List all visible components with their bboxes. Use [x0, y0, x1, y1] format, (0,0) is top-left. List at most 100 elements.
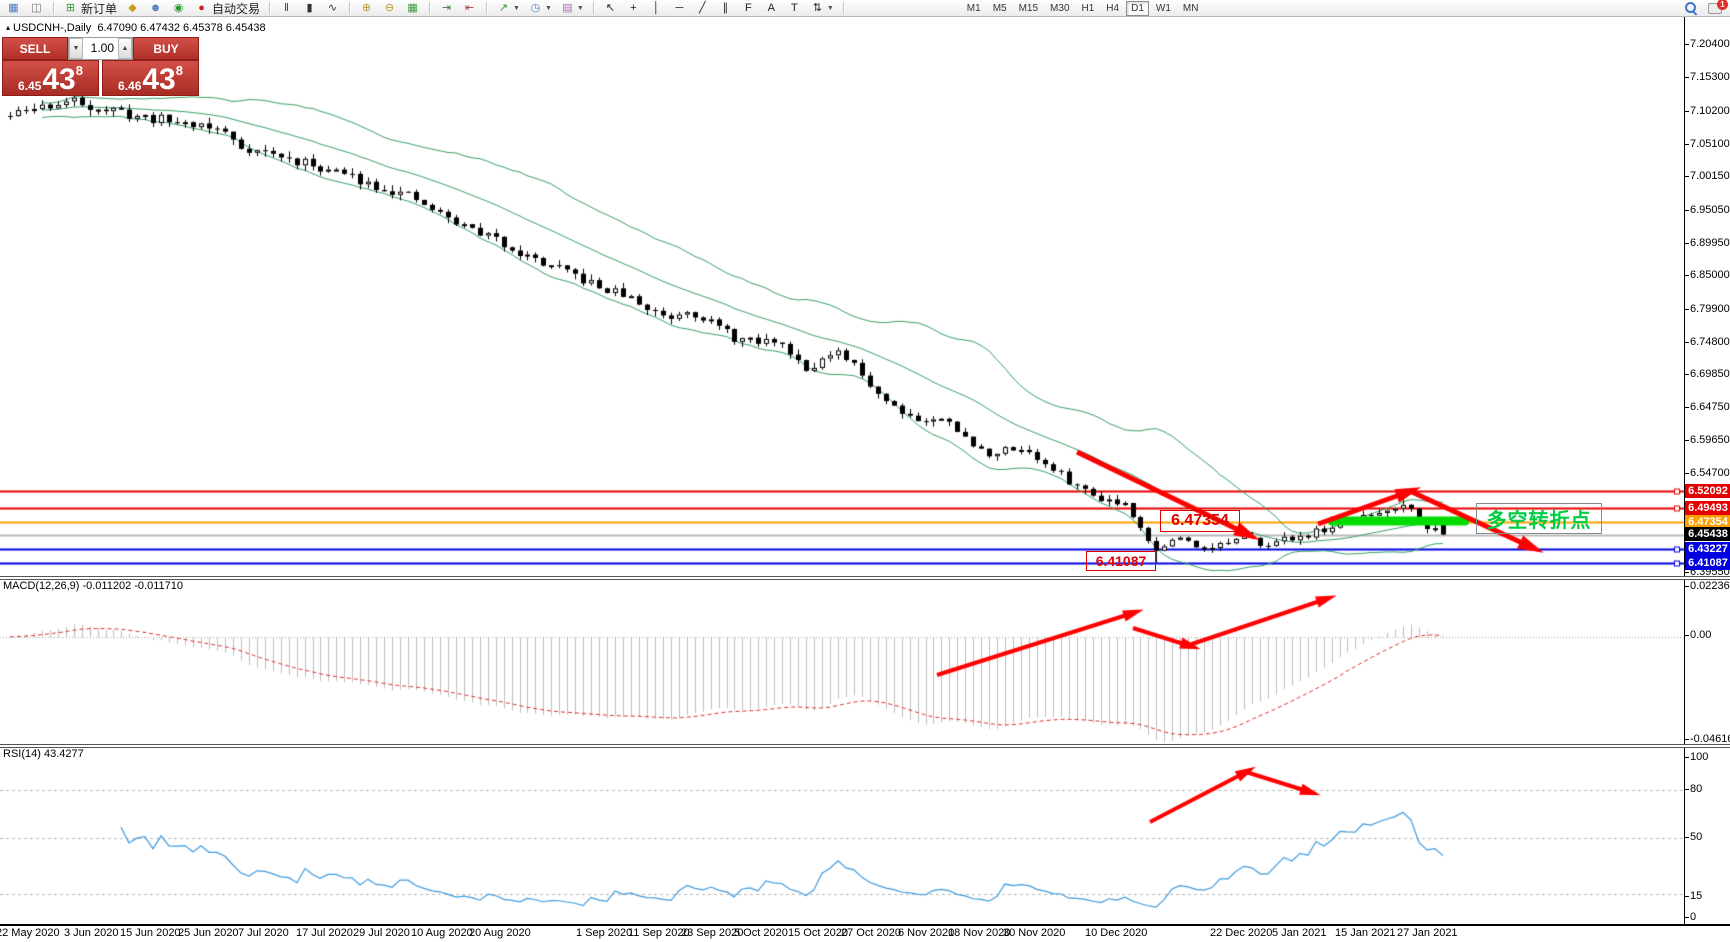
timeframe-button-m1[interactable]: M1	[966, 2, 981, 14]
rsi-axis-tick: 80	[1684, 783, 1703, 795]
price-annotation-box-47354[interactable]: 6.47354	[1160, 510, 1240, 532]
fibonacci-button[interactable]: F	[737, 1, 760, 16]
chart-shift-button[interactable]: ⇤	[458, 1, 481, 16]
text-button[interactable]: A	[760, 1, 783, 16]
symbol-header: ▴ USDCNH-,Daily 6.47090 6.47432 6.45378 6…	[6, 22, 266, 34]
volume-up-button[interactable]: ▲	[118, 38, 132, 59]
volume-down-button[interactable]: ▼	[69, 38, 83, 59]
bar-chart-button[interactable]: ‖	[275, 1, 298, 16]
vertical-line-button[interactable]: │	[645, 1, 668, 16]
price-tick: 6.89950	[1685, 237, 1730, 249]
date-axis-label: 29 Jul 2020	[353, 927, 410, 939]
price-line-tag[interactable]: 6.47354	[1685, 515, 1730, 529]
toolbar-separator	[53, 2, 54, 14]
line-chart-button[interactable]: ∿	[321, 1, 344, 16]
timeframe-button-d1[interactable]: D1	[1126, 0, 1149, 16]
timeframe-group: M1 M5 M15 M30 H1 H4 D1 W1 MN	[959, 0, 1207, 17]
brush-icon: ◆	[128, 1, 137, 14]
price-tick: 6.85000	[1685, 269, 1730, 281]
auto-scroll-button[interactable]: ⇥	[435, 1, 458, 16]
new-chart-button[interactable]: ▦	[2, 1, 25, 16]
sell-price-display[interactable]: 6.45 43 8	[2, 60, 99, 96]
turning-point-annotation[interactable]: 多空转折点	[1476, 503, 1602, 534]
bar-chart-icon: ‖	[284, 1, 289, 14]
templates-button[interactable]: ▤ ▼	[556, 1, 588, 16]
date-axis-label: 3 Jun 2020	[64, 927, 119, 939]
price-tick: 6.69850	[1685, 368, 1730, 380]
zoom-out-button[interactable]: ⊖	[378, 1, 401, 16]
candlestick-chart-button[interactable]: ▮	[298, 1, 321, 16]
indicators-button[interactable]: ↗ ▼	[492, 1, 524, 16]
timeframe-button-w1[interactable]: W1	[1155, 2, 1171, 14]
timeframe-button-mn[interactable]: MN	[1182, 2, 1199, 14]
cursor-button[interactable]: ↖	[599, 1, 622, 16]
crosshair-button[interactable]: +	[622, 1, 645, 16]
buy-price-big: 43	[142, 63, 176, 96]
date-axis-label: 5 Oct 2020	[734, 927, 788, 939]
price-line-tag[interactable]: 6.52092	[1685, 484, 1730, 498]
timeframe-button-m5[interactable]: M5	[992, 2, 1007, 14]
price-scale[interactable]: 7.20400 7.15300 7.10200 7.05100 7.00150 6.950…	[1684, 17, 1730, 925]
zoom-in-button[interactable]: ⊕	[355, 1, 378, 16]
buy-button[interactable]: BUY	[133, 37, 199, 60]
timeframe-button-m15[interactable]: M15	[1018, 2, 1039, 14]
macd-pane-separator[interactable]	[0, 576, 1730, 580]
date-axis[interactable]: 22 May 2020 3 Jun 2020 15 Jun 2020 25 Jun 2…	[0, 927, 1730, 942]
rsi-indicator-label: RSI(14) 43.4277	[3, 748, 84, 760]
price-tick: 7.20400	[1685, 38, 1730, 50]
rsi-pane-separator[interactable]	[0, 744, 1730, 748]
date-axis-label: 5 Jan 2021	[1272, 927, 1327, 939]
text-label-button[interactable]: T	[783, 1, 806, 16]
date-axis-label: 30 Nov 2020	[1003, 927, 1066, 939]
templates-icon: ▤	[562, 1, 573, 14]
arrows-icon: ⇅	[812, 1, 822, 14]
new-order-icon: ⊞	[65, 1, 76, 14]
price-line-tag[interactable]: 6.49493	[1685, 501, 1730, 515]
new-order-button[interactable]: ⊞ 新订单	[59, 1, 121, 16]
arrows-button[interactable]: ⇅ ▼	[806, 1, 838, 16]
date-axis-label: 15 Oct 2020	[788, 927, 848, 939]
timeframe-button-h1[interactable]: H1	[1081, 2, 1095, 14]
sell-price-sup: 8	[75, 63, 83, 78]
autotrading-button[interactable]: ● 自动交易	[190, 1, 264, 16]
buy-price-display[interactable]: 6.46 43 8	[102, 60, 199, 96]
notification-badge: 1	[1717, 0, 1728, 10]
volume-value[interactable]: 1.00	[90, 41, 114, 55]
notifications-icon[interactable]: 1	[1708, 0, 1728, 14]
toolbar-group-draw-tools: ↖ + │ ─ ╱ ∥ F A T ⇅ ▼	[597, 0, 840, 17]
market-watch-button[interactable]: ☻	[144, 1, 167, 16]
horizontal-line-button[interactable]: ─	[668, 1, 691, 16]
autotrading-icon: ●	[198, 1, 205, 14]
brush-button[interactable]: ◆	[121, 1, 144, 16]
toolbar-separator	[269, 2, 271, 14]
periods-button[interactable]: ◷ ▼	[524, 1, 556, 16]
price-tick: 6.54700	[1685, 467, 1730, 479]
search-icon[interactable]	[1684, 1, 1698, 15]
auto-scroll-icon: ⇥	[441, 1, 452, 14]
signals-button[interactable]: ◉	[167, 1, 190, 16]
trendline-icon: ╱	[699, 1, 706, 14]
date-axis-label: 18 Nov 2020	[948, 927, 1011, 939]
price-line-tag[interactable]: 6.43227	[1685, 542, 1730, 556]
symbol-marker-icon: ▴	[6, 23, 11, 32]
date-axis-label: 17 Jul 2020	[296, 927, 353, 939]
tile-windows-button[interactable]: ▦	[401, 1, 424, 16]
profiles-icon: ◫	[31, 1, 42, 14]
trendline-button[interactable]: ╱	[691, 1, 714, 16]
price-line-tag[interactable]: 6.41087	[1685, 556, 1730, 570]
sell-button[interactable]: SELL	[2, 37, 68, 60]
price-annotation-box-41087[interactable]: 6.41087	[1086, 551, 1156, 571]
timeframe-button-h4[interactable]: H4	[1106, 2, 1120, 14]
price-line-tag[interactable]: 6.45438	[1685, 527, 1730, 541]
timeframe-button-m30[interactable]: M30	[1050, 2, 1070, 14]
macd-axis-tick: 0.022362	[1685, 580, 1730, 592]
chevron-down-icon: ▼	[544, 4, 552, 12]
date-axis-label: 6 Nov 2020	[898, 927, 955, 939]
equidistant-channel-button[interactable]: ∥	[714, 1, 737, 16]
chevron-down-icon: ▼	[513, 4, 520, 12]
profiles-button[interactable]: ◫	[25, 1, 48, 16]
price-tick: 7.10200	[1685, 105, 1730, 117]
price-tick: 6.74800	[1685, 336, 1730, 348]
chart-shift-icon: ⇤	[464, 1, 475, 14]
